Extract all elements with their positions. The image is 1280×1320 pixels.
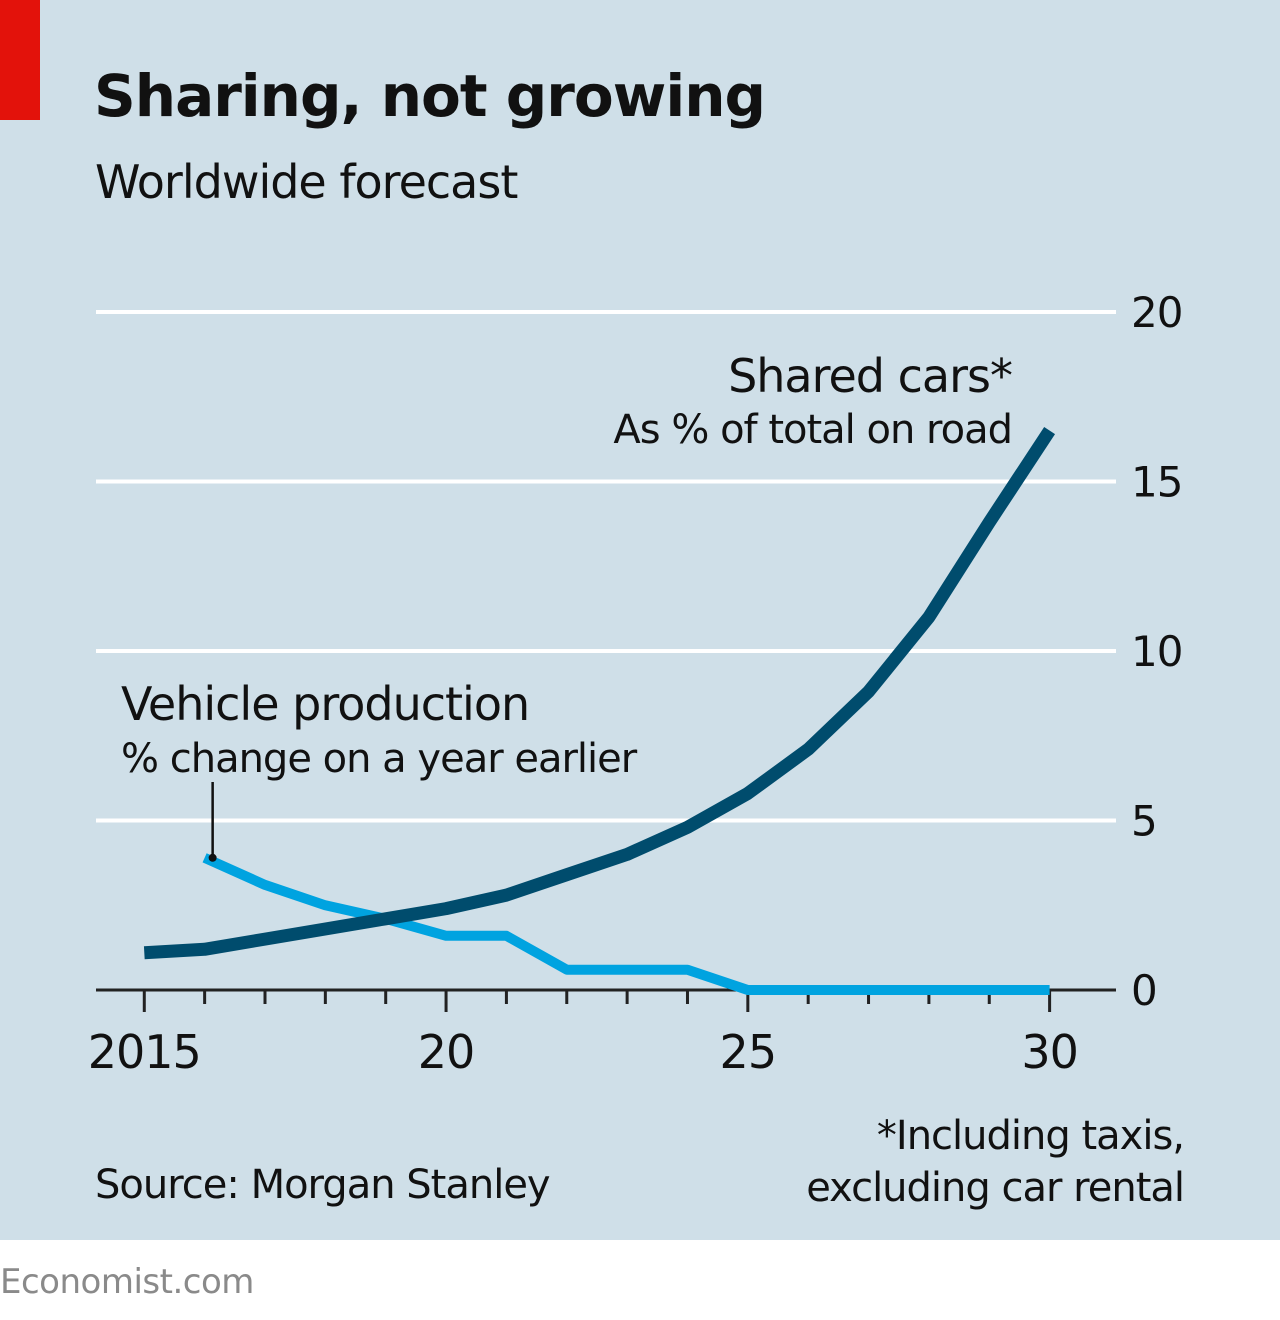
series-line-vehicle-production bbox=[202, 853, 1050, 995]
series-label-shared-cars: Shared cars* bbox=[728, 349, 1012, 403]
gridlines bbox=[96, 310, 1116, 823]
series-sublabel-vehicle-production: % change on a year earlier bbox=[121, 736, 638, 782]
x-tick-label: 30 bbox=[1021, 1025, 1078, 1079]
x-tick-label: 25 bbox=[720, 1025, 777, 1079]
chart-subtitle: Worldwide forecast bbox=[95, 155, 518, 209]
chart-panel bbox=[0, 0, 1280, 1240]
chart-title: Sharing, not growing bbox=[94, 62, 766, 130]
red-corner-tag bbox=[0, 0, 40, 120]
y-tick-label: 10 bbox=[1131, 627, 1182, 676]
y-tick-label: 20 bbox=[1131, 288, 1182, 337]
footnote-line-2: excluding car rental bbox=[806, 1165, 1185, 1211]
line-chart: 0 5 10 15 20 2015 20 25 30 Shared cars*As % of … bbox=[88, 288, 1184, 1079]
source-note: Source: Morgan Stanley bbox=[95, 1162, 551, 1208]
series-label-vehicle-production: Vehicle production bbox=[121, 677, 529, 731]
y-tick-label: 0 bbox=[1131, 966, 1157, 1015]
series-line-shared-cars bbox=[143, 427, 1056, 960]
footnote-line-1: *Including taxis, bbox=[876, 1113, 1185, 1159]
x-tick-label: 2015 bbox=[88, 1025, 201, 1079]
series-labels: Shared cars*As % of total on road Vehicle… bbox=[121, 349, 1013, 862]
series-lines bbox=[143, 427, 1056, 995]
branding-logo-text: Economist.com bbox=[0, 1262, 254, 1302]
y-tick-label: 5 bbox=[1131, 797, 1157, 846]
x-axis: 2015 20 25 30 bbox=[88, 988, 1116, 1079]
footnote: *Including taxis, excluding car rental bbox=[806, 1110, 1185, 1214]
leader-dot bbox=[208, 853, 217, 862]
x-tick-label: 20 bbox=[418, 1025, 475, 1079]
series-sublabel-shared-cars: As % of total on road bbox=[613, 407, 1012, 453]
y-tick-label: 15 bbox=[1131, 458, 1182, 507]
y-tick-labels: 0 5 10 15 20 bbox=[1131, 288, 1183, 1015]
